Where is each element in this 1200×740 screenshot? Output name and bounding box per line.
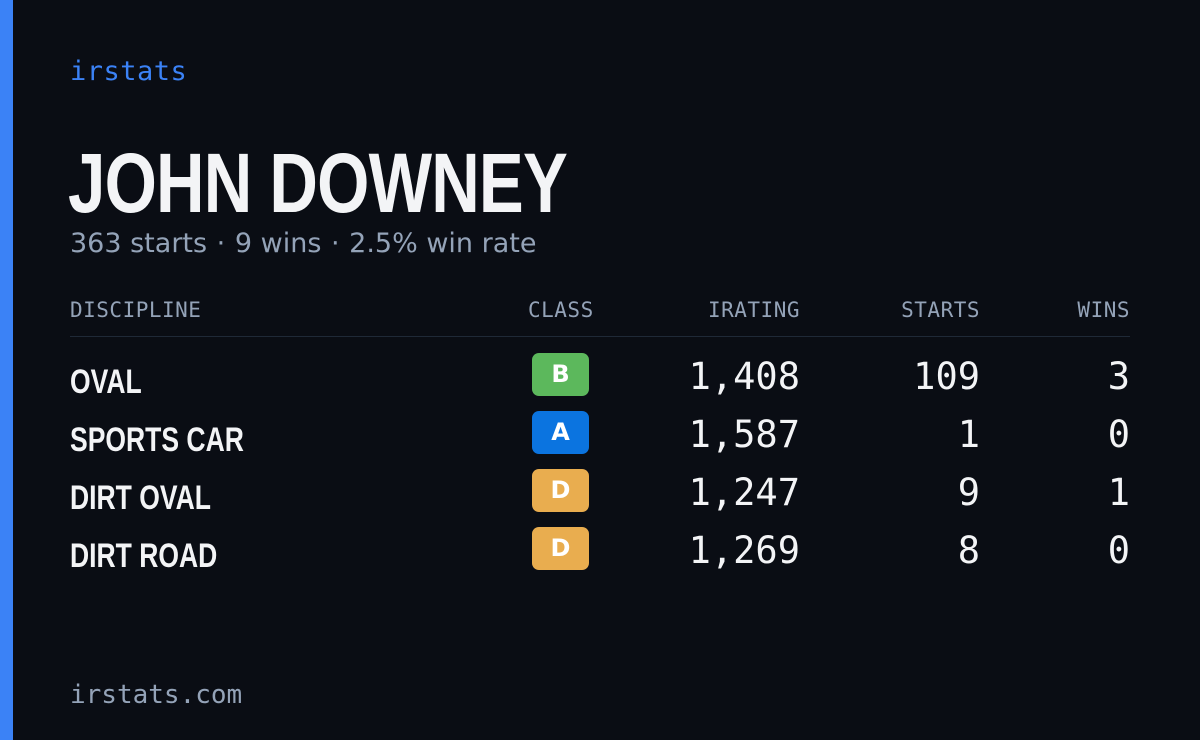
header-class: CLASS (528, 298, 594, 322)
discipline-name: DIRT ROAD (70, 537, 218, 575)
class-badge: A (532, 411, 589, 454)
irating-value: 1,408 (688, 355, 800, 398)
irating-value: 1,587 (688, 413, 800, 456)
header-starts: STARTS (901, 298, 980, 322)
summary-separator: · (216, 228, 226, 259)
irating-value: 1,247 (688, 471, 800, 514)
summary-separator: · (330, 228, 340, 259)
table-row: OVAL B 1,408 109 3 (70, 353, 1130, 411)
header-discipline: DISCIPLINE (70, 298, 202, 322)
starts-value: 109 (913, 355, 980, 398)
wins-value: 1 (1107, 471, 1130, 514)
brand-logo: irstats (70, 56, 188, 87)
starts-value: 9 (957, 471, 980, 514)
class-badge: D (532, 527, 589, 570)
table-row: SPORTS CAR A 1,587 1 0 (70, 411, 1130, 469)
accent-bar (0, 0, 13, 740)
starts-value: 8 (957, 529, 980, 572)
discipline-name: SPORTS CAR (70, 421, 244, 459)
discipline-name: DIRT OVAL (70, 479, 211, 517)
class-badge: D (532, 469, 589, 512)
header-wins: WINS (1077, 298, 1130, 322)
irating-value: 1,269 (688, 529, 800, 572)
summary-wins: 9 wins (234, 228, 322, 259)
starts-value: 1 (957, 413, 980, 456)
wins-value: 3 (1107, 355, 1130, 398)
table-header: DISCIPLINE CLASS IRATING STARTS WINS (70, 298, 1130, 337)
driver-summary: 363 starts · 9 wins · 2.5% win rate (70, 228, 536, 259)
summary-win-rate: 2.5% win rate (349, 228, 537, 259)
header-irating: IRATING (707, 298, 800, 322)
summary-starts: 363 starts (70, 228, 208, 259)
wins-value: 0 (1107, 529, 1130, 572)
discipline-name: OVAL (70, 363, 142, 401)
driver-name: JOHN DOWNEY (68, 136, 568, 230)
table-row: DIRT OVAL D 1,247 9 1 (70, 469, 1130, 527)
discipline-table: DISCIPLINE CLASS IRATING STARTS WINS OVA… (70, 298, 1130, 585)
footer-url: irstats.com (70, 680, 243, 710)
class-badge: B (532, 353, 589, 396)
wins-value: 0 (1107, 413, 1130, 456)
table-row: DIRT ROAD D 1,269 8 0 (70, 527, 1130, 585)
